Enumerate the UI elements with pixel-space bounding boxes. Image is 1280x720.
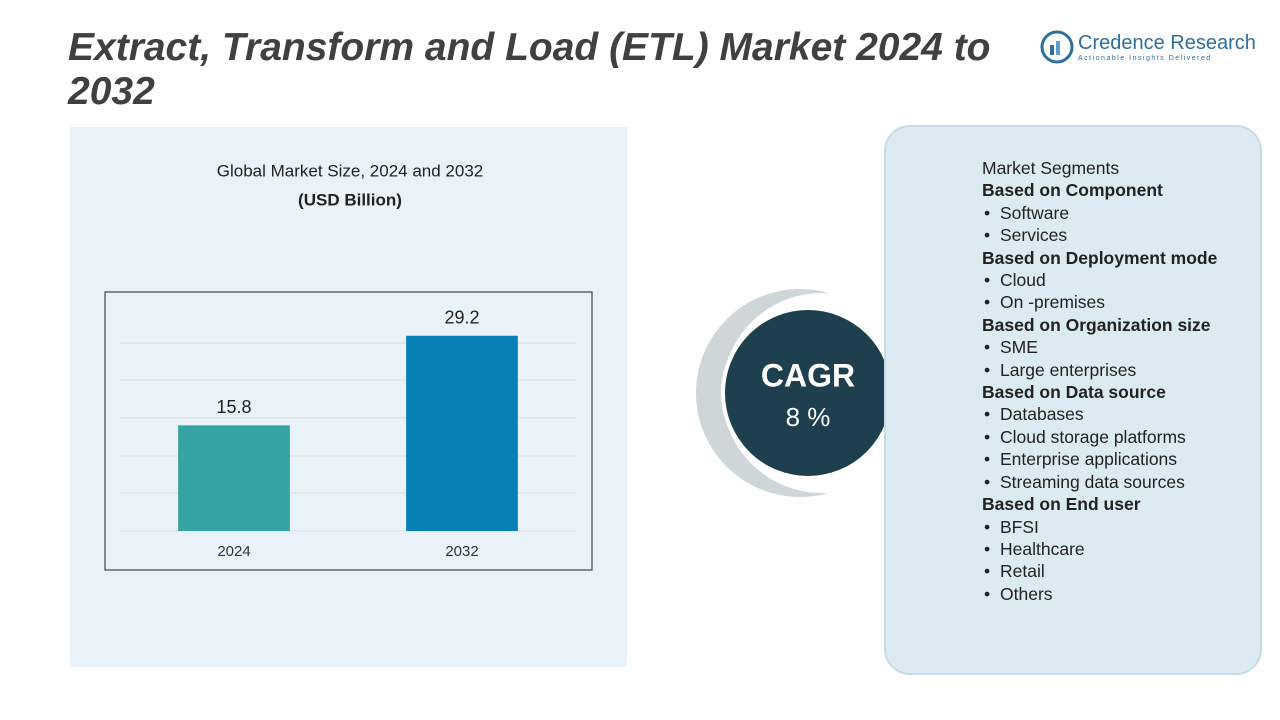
page-title: Extract, Transform and Load (ETL) Market…	[68, 26, 991, 113]
cagr-label: CAGR	[761, 357, 855, 393]
segment-item: BFSI	[982, 516, 1215, 539]
chart-subtitle: (USD Billion)	[298, 190, 402, 209]
logo-icon	[1040, 30, 1074, 64]
segment-heading: Based on End user	[982, 494, 1141, 515]
chart-title: Global Market Size, 2024 and 2032	[217, 161, 484, 180]
segment-item: Retail	[982, 560, 1215, 583]
segment-list: DatabasesCloud storage platformsEnterpri…	[982, 403, 1252, 493]
segment-list: CloudOn -premises	[982, 269, 1252, 314]
segment-item: SME	[982, 336, 1215, 359]
segment-list: BFSIHealthcareRetailOthers	[982, 516, 1252, 606]
segment-heading: Based on Organization size	[982, 314, 1211, 335]
chart-panel	[70, 127, 627, 667]
segment-item: Others	[982, 583, 1215, 606]
x-tick-label: 2024	[217, 543, 250, 560]
segment-item: Cloud	[982, 269, 1215, 292]
segment-item: Streaming data sources	[982, 471, 1215, 494]
segments-title: Market Segments	[982, 158, 1120, 178]
segment-item: Healthcare	[982, 538, 1215, 561]
cagr-value: 8 %	[786, 402, 831, 432]
value-label: 15.8	[216, 397, 251, 417]
chart-frame	[104, 291, 593, 571]
segment-heading: Based on Data source	[982, 382, 1166, 403]
segment-item: Cloud storage platforms	[982, 426, 1215, 449]
segment-item: Software	[982, 202, 1215, 225]
segment-list: SoftwareServices	[982, 202, 1252, 247]
value-label: 29.2	[444, 308, 479, 328]
segment-item: Large enterprises	[982, 359, 1215, 382]
segment-item: Services	[982, 224, 1215, 247]
segments: Market Segments Based on ComponentSoftwa…	[982, 157, 1252, 606]
segment-heading: Based on Deployment mode	[982, 247, 1218, 268]
segment-list: SMELarge enterprises	[982, 336, 1252, 381]
segments-panel: Market Segments Based on ComponentSoftwa…	[884, 125, 1262, 675]
x-tick-label: 2032	[445, 543, 478, 560]
segment-heading: Based on Component	[982, 180, 1163, 201]
logo: Credence Research Actionable Insights De…	[1040, 30, 1256, 64]
logo-name: Credence Research	[1078, 32, 1256, 54]
segment-item: On -premises	[982, 291, 1215, 314]
segment-item: Enterprise applications	[982, 448, 1215, 471]
bar	[178, 425, 290, 531]
logo-tagline: Actionable Insights Delivered	[1078, 55, 1212, 62]
bar	[406, 335, 518, 531]
segment-item: Databases	[982, 403, 1215, 426]
